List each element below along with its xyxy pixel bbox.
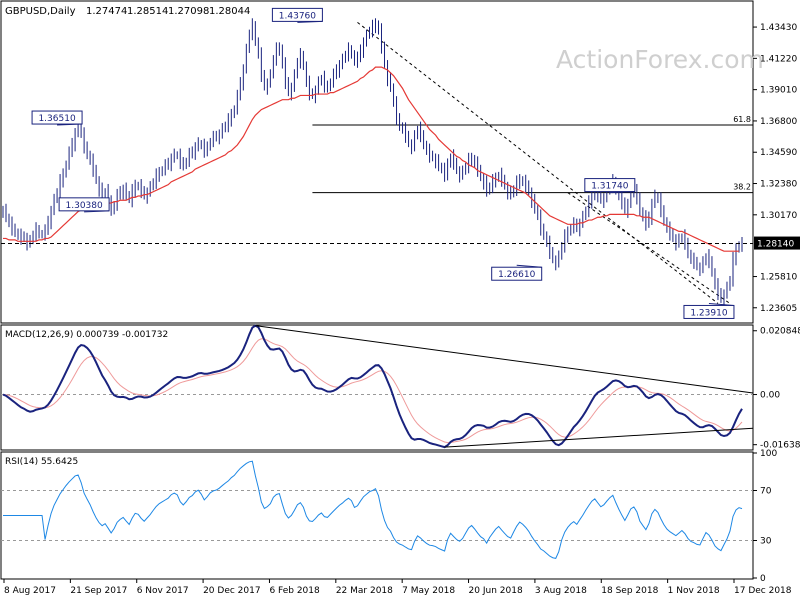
x-tick-label: 7 May 2018	[402, 586, 455, 596]
chart-header-symbol: GBPUSD,Daily	[5, 6, 76, 17]
macd-trendline-upper	[255, 325, 754, 394]
macd-y-tick-label: -0.016389	[760, 441, 800, 451]
price-y-tick-label: 1.30170	[760, 211, 797, 221]
price-callout-box	[271, 7, 323, 22]
macd-series	[1, 324, 754, 449]
macd-line	[2, 324, 743, 449]
x-tick-label: 1 Nov 2018	[668, 586, 720, 596]
x-tick-label: 20 Dec 2017	[203, 586, 261, 596]
price-callout-box	[491, 266, 543, 281]
ohlc-close: 1.28044	[209, 6, 250, 17]
current-price-tag	[754, 236, 800, 250]
macd-y-tick-label: 0.00	[760, 391, 780, 401]
x-tick-label: 8 Aug 2017	[4, 586, 56, 596]
price-y-tick-label: 1.41220	[760, 54, 797, 64]
price-callout-label: 1.43760	[279, 11, 316, 21]
macd-label: MACD(12,26,9) 0.000739 -0.001732	[5, 330, 168, 340]
current-price-label: 1.28140	[757, 240, 794, 250]
price-y-tick-label: 1.39010	[760, 86, 797, 96]
rsi-label: RSI(14) 55.6425	[5, 457, 78, 467]
price-y-tick-label: 1.34590	[760, 148, 797, 158]
macd-y-tick-label: 0.020848	[760, 327, 800, 337]
price-y-tick-label: 1.23605	[760, 304, 797, 314]
moving-average-line	[3, 66, 739, 252]
price-channel-dashed	[567, 192, 731, 304]
rsi-y-tick-label: 30	[760, 537, 772, 547]
price-callout-box	[584, 178, 636, 193]
price-callout-label: 1.26610	[498, 270, 535, 280]
price-y-tick-label: 1.36800	[760, 117, 797, 127]
macd-signal-line	[2, 338, 743, 444]
rsi-y-axis: 100 70 30 0	[753, 449, 777, 584]
price-callout-box	[683, 304, 735, 319]
rsi-y-tick-label: 0	[760, 574, 766, 584]
rsi-series	[1, 460, 753, 559]
fibonacci-level-label: 38.2	[733, 183, 751, 192]
fibonacci-levels: 61.8 38.2	[312, 115, 753, 194]
price-y-tick-label: 1.32380	[760, 180, 797, 190]
price-trendlines	[357, 21, 731, 304]
price-callout-label: 1.36510	[38, 114, 75, 124]
current-price-marker: 1.28140	[1, 236, 800, 250]
ohlc-high: 1.28514	[127, 6, 168, 17]
macd-trendline-lower	[444, 427, 754, 448]
rsi-y-tick-label: 70	[760, 487, 772, 497]
ohlc-low: 1.27098	[168, 6, 209, 17]
price-callout-box	[58, 197, 110, 212]
price-y-axis: 1.43430 1.41220 1.39010 1.36800 1.34590 1.323…	[753, 23, 797, 314]
x-tick-label: 3 Aug 2018	[535, 586, 587, 596]
price-callout-pointer	[84, 210, 110, 213]
x-tick-label: 6 Feb 2018	[269, 586, 320, 596]
x-tick-label: 21 Sep 2017	[70, 586, 127, 596]
x-tick-label: 22 Mar 2018	[336, 586, 393, 596]
price-y-tick-label: 1.43430	[760, 23, 797, 33]
price-y-tick-label: 1.25810	[760, 273, 797, 283]
macd-y-axis: 0.020848 0.00 -0.016389	[753, 327, 800, 451]
price-callout-label: 1.31740	[591, 182, 628, 192]
x-tick-label: 20 Jun 2018	[469, 586, 523, 596]
price-panel	[0, 0, 754, 324]
macd-panel	[0, 324, 754, 451]
watermark: ActionForex.com	[556, 45, 764, 74]
date-x-axis: 8 Aug 2017 21 Sep 2017 6 Nov 2017 20 Dec 20…	[3, 579, 792, 596]
ohlc-open: 1.27474	[86, 6, 127, 17]
x-tick-label: 6 Nov 2017	[137, 586, 189, 596]
price-series	[2, 18, 743, 308]
price-callout-box	[31, 110, 83, 125]
fibonacci-level-label: 61.8	[733, 115, 751, 124]
price-callout-pointer	[609, 191, 635, 194]
price-trendline-dashed	[357, 21, 719, 304]
x-tick-label: 17 Dec 2018	[734, 586, 792, 596]
price-callout-pointer	[297, 20, 323, 23]
x-tick-label: 18 Sep 2018	[601, 586, 658, 596]
price-callouts: 1.43760 1.36510 1.30380 1.26610 1.31740 1.239…	[31, 7, 735, 319]
price-callout-label: 1.23910	[690, 308, 727, 318]
rsi-y-tick-label: 100	[760, 449, 777, 459]
rsi-line	[3, 460, 743, 559]
price-callout-pointer	[516, 264, 542, 268]
rsi-panel	[0, 451, 754, 580]
price-callout-pointer	[708, 302, 734, 306]
price-callout-label: 1.30380	[66, 201, 103, 211]
price-callout-pointer	[57, 123, 83, 126]
